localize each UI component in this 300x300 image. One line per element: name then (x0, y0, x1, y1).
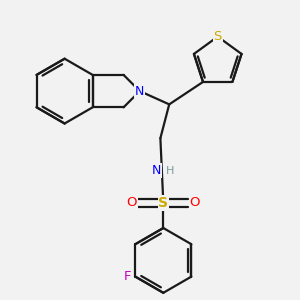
Text: N: N (152, 164, 161, 177)
Text: H: H (166, 166, 174, 176)
Text: O: O (190, 196, 200, 209)
Text: F: F (123, 270, 131, 283)
Text: N: N (135, 85, 145, 98)
Text: O: O (127, 196, 137, 209)
Text: S: S (158, 196, 168, 210)
Text: S: S (214, 30, 222, 43)
